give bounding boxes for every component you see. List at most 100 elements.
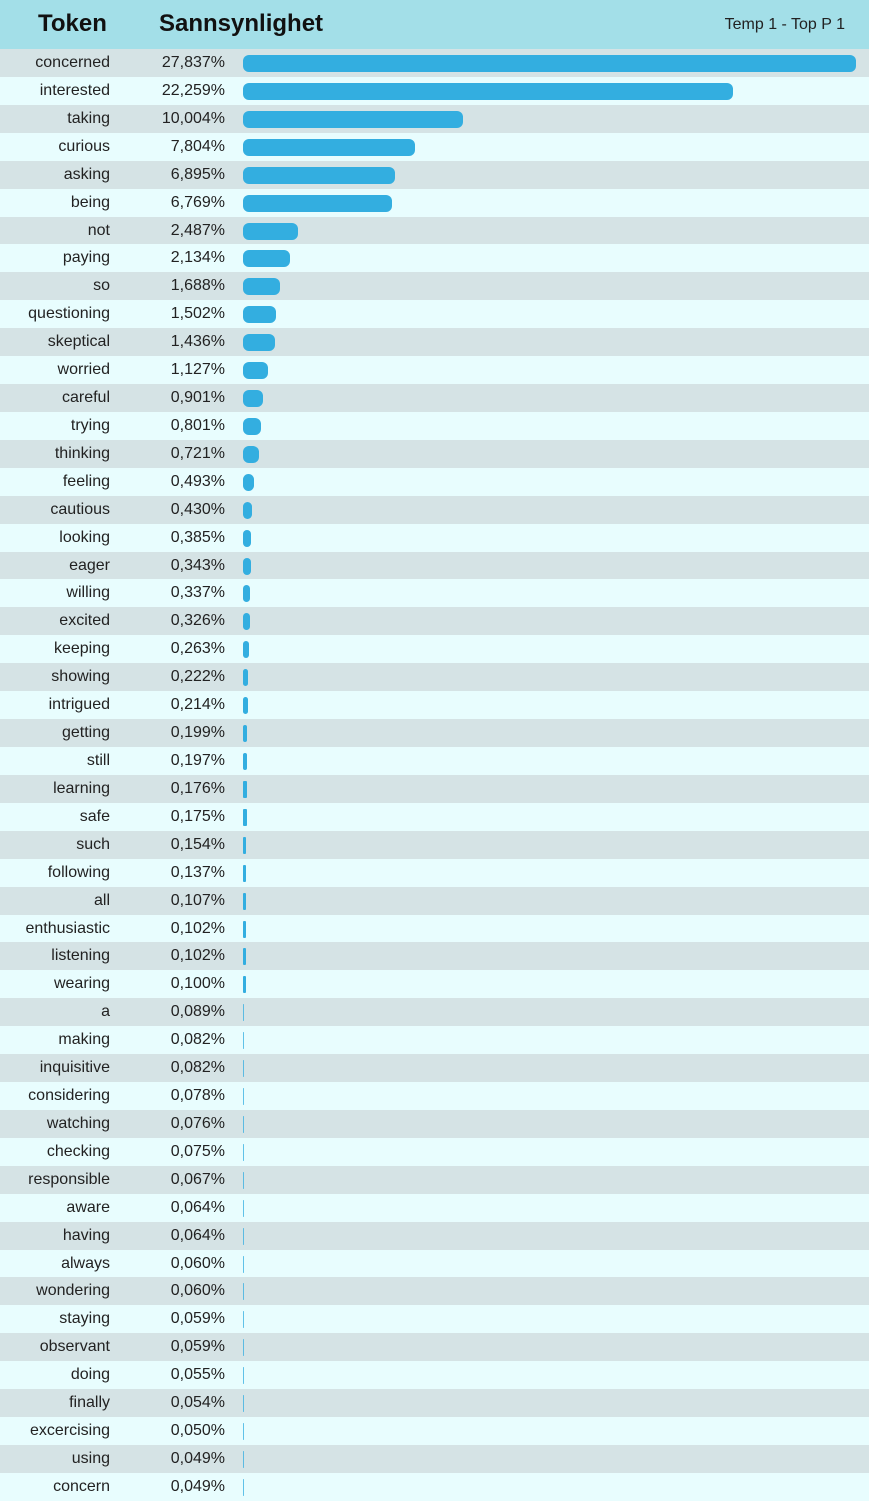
table-row: keeping 0,263% <box>0 635 869 664</box>
probability-label: 0,064% <box>170 1198 225 1216</box>
token-label: not <box>87 221 110 239</box>
probability-bar <box>243 1451 244 1468</box>
probability-bar <box>243 138 415 156</box>
probability-label: 0,222% <box>170 668 225 686</box>
table-row: having 0,064% <box>0 1221 869 1250</box>
probability-label: 1,127% <box>170 361 225 379</box>
probability-bar <box>243 390 263 408</box>
probability-bar <box>243 1115 244 1133</box>
probability-label: 0,078% <box>170 1087 225 1105</box>
probability-label: 0,060% <box>170 1254 225 1272</box>
token-label: always <box>61 1254 110 1272</box>
probability-label: 0,082% <box>170 1059 225 1077</box>
probability-label: 0,801% <box>170 416 225 434</box>
token-label: observant <box>39 1338 110 1356</box>
probability-label: 2,134% <box>170 249 225 267</box>
probability-label: 0,102% <box>170 947 225 965</box>
table-row: considering 0,078% <box>0 1082 869 1111</box>
table-row: being 6,769% <box>0 188 869 217</box>
probability-label: 0,154% <box>170 835 225 853</box>
probability-label: 27,837% <box>161 54 225 71</box>
probability-bar <box>243 1227 244 1245</box>
probability-label: 0,059% <box>170 1310 225 1328</box>
table-row: observant 0,059% <box>0 1333 869 1362</box>
token-label: concern <box>53 1477 110 1495</box>
table-row: making 0,082% <box>0 1026 869 1055</box>
probability-bar <box>243 55 856 72</box>
probability-bar <box>243 1088 244 1106</box>
probability-label: 0,049% <box>170 1450 225 1467</box>
probability-label: 0,049% <box>170 1477 225 1495</box>
probability-label: 0,089% <box>170 1003 225 1021</box>
probability-bar <box>243 669 248 687</box>
probability-bar <box>243 725 248 743</box>
token-label: learning <box>53 779 110 797</box>
probability-label: 0,263% <box>170 640 225 658</box>
probability-label: 2,487% <box>170 221 225 239</box>
token-label: aware <box>66 1198 110 1216</box>
probability-bar <box>243 334 275 352</box>
table-row: cautious 0,430% <box>0 495 869 524</box>
probability-bar <box>243 222 298 240</box>
probability-bar <box>243 1255 244 1273</box>
token-label: keeping <box>53 640 110 658</box>
probability-label: 0,493% <box>170 472 225 490</box>
sampling-settings-label: Temp 1 - Top P 1 <box>724 16 845 33</box>
token-label: taking <box>67 109 110 127</box>
probability-bar <box>243 976 246 994</box>
token-label: excited <box>59 612 110 630</box>
probability-bar <box>243 306 277 324</box>
probability-label: 0,076% <box>170 1114 225 1132</box>
probability-label: 0,064% <box>170 1226 225 1244</box>
token-label: curious <box>58 137 110 155</box>
token-label: considering <box>28 1087 110 1105</box>
table-row: taking 10,004% <box>0 104 869 133</box>
token-label: having <box>62 1226 110 1244</box>
table-row: interested 22,259% <box>0 76 869 105</box>
probability-bar <box>243 836 247 854</box>
probability-bar <box>243 613 251 631</box>
table-row: thinking 0,721% <box>0 439 869 468</box>
token-label: wearing <box>53 975 110 993</box>
token-label: wondering <box>36 1282 110 1300</box>
probability-label: 0,214% <box>170 696 225 714</box>
probability-label: 0,075% <box>170 1142 225 1160</box>
table-row: responsible 0,067% <box>0 1165 869 1194</box>
table-row: concern 0,049% <box>0 1472 869 1501</box>
table-row: intrigued 0,214% <box>0 691 869 720</box>
probability-bar <box>243 808 247 826</box>
probability-bar <box>243 445 259 463</box>
table-row: skeptical 1,436% <box>0 328 869 357</box>
probability-bar <box>243 1395 244 1413</box>
probability-label: 0,326% <box>170 612 225 630</box>
token-label: responsible <box>28 1170 110 1188</box>
table-row: inquisitive 0,082% <box>0 1054 869 1083</box>
token-label: questioning <box>28 305 110 323</box>
probability-label: 1,502% <box>170 305 225 323</box>
token-label: so <box>93 277 110 295</box>
token-label: cautious <box>50 500 110 518</box>
table-row: asking 6,895% <box>0 160 869 189</box>
probability-label: 0,385% <box>170 528 225 546</box>
table-row: checking 0,075% <box>0 1137 869 1166</box>
token-label: such <box>76 835 110 853</box>
probability-label: 0,175% <box>170 807 225 825</box>
table-row: getting 0,199% <box>0 719 869 748</box>
token-label: enthusiastic <box>25 919 111 937</box>
table-row: eager 0,343% <box>0 551 869 580</box>
probability-bar <box>243 1367 244 1385</box>
probability-bar <box>243 585 251 603</box>
probability-bar <box>243 1478 244 1496</box>
table-row: careful 0,901% <box>0 384 869 413</box>
probability-bar <box>243 110 464 128</box>
table-row: enthusiastic 0,102% <box>0 914 869 943</box>
token-label: being <box>70 193 110 211</box>
table-row: feeling 0,493% <box>0 467 869 496</box>
table-row: wearing 0,100% <box>0 970 869 999</box>
token-label: using <box>71 1450 110 1467</box>
table-row: looking 0,385% <box>0 523 869 552</box>
table-row: all 0,107% <box>0 886 869 915</box>
token-label: thinking <box>54 444 110 462</box>
probability-bar <box>243 166 395 184</box>
probability-label: 0,901% <box>170 389 225 407</box>
